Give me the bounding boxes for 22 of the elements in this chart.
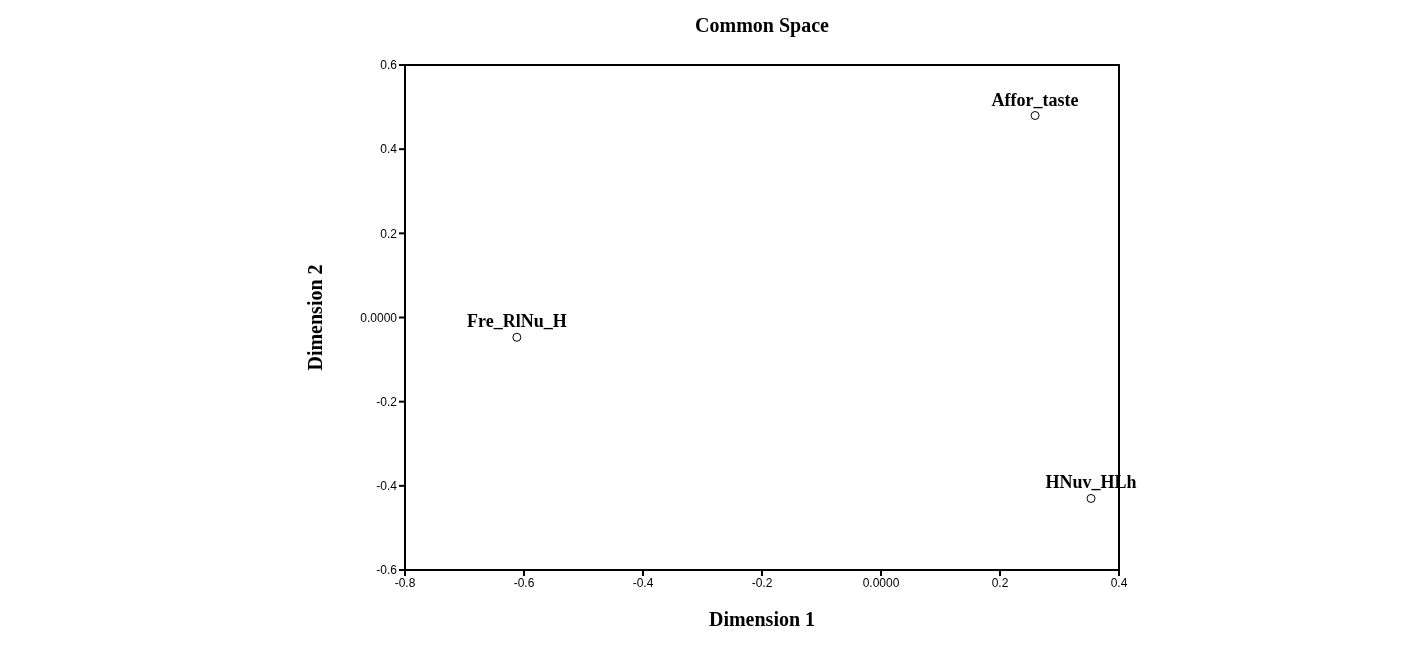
- point: [1030, 111, 1040, 120]
- y-tick-label: -0.2: [376, 394, 398, 409]
- point: [1086, 493, 1096, 503]
- chart-title: Common Space: [694, 14, 830, 37]
- x-tick-label: 0.2: [991, 575, 1009, 590]
- y-tick-label: -0.6: [376, 563, 398, 578]
- y-axis-title: Dimension 2: [304, 264, 327, 371]
- annotation: Affor_taste: [991, 89, 1079, 110]
- x-tick-label: -0.4: [632, 575, 654, 590]
- point: [512, 332, 522, 342]
- x-axis-title: Dimension 1: [708, 608, 816, 630]
- y-tick-label: 0.0000: [360, 310, 398, 325]
- x-tick-label: -0.8: [394, 575, 416, 590]
- y-tick-label: 0.6: [380, 58, 398, 73]
- y-tick-label: 0.2: [380, 226, 398, 241]
- x-tick-label: -0.2: [751, 575, 773, 590]
- x-tick-label: 0.4: [1110, 575, 1128, 590]
- annotation: Fre_RlNu_H: [467, 311, 567, 332]
- x-tick-label: -0.6: [513, 575, 535, 590]
- y-tick-label: 0.4: [380, 142, 398, 157]
- x-tick-label: 0.0000: [862, 575, 900, 590]
- y-tick-label: -0.4: [376, 479, 398, 494]
